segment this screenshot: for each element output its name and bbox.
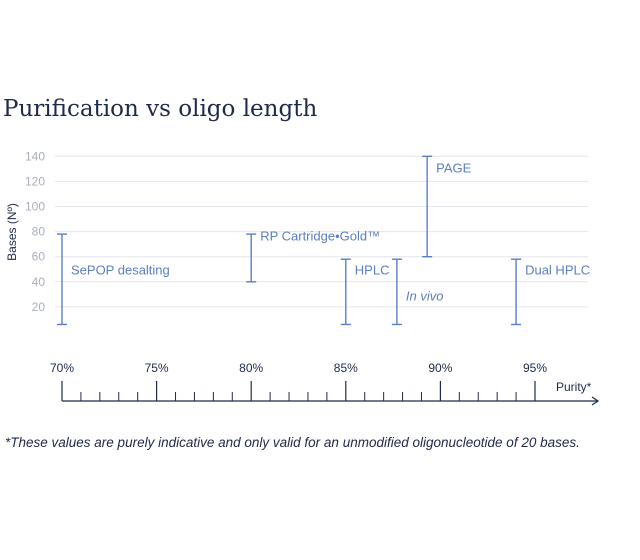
range-bar: Dual HPLC [511, 258, 590, 326]
range-label: RP Cartridge•Gold™ [260, 228, 380, 243]
y-tick-label: 80 [32, 225, 46, 239]
grid-lines [55, 155, 588, 308]
range-label: HPLC [355, 262, 390, 277]
x-tick-label: 75% [145, 361, 169, 375]
x-axis: 70% 75% 80% 85% 90% 95% [50, 361, 600, 406]
range-bar: SePOP desalting [57, 233, 170, 326]
y-tick-label: 140 [25, 149, 45, 163]
purity-ranges: SePOP desalting RP Cartridge•Gold™ HPLC In … [57, 155, 590, 326]
footnote: *These values are purely indicative and … [5, 435, 580, 450]
range-bar: HPLC [340, 258, 390, 326]
x-axis-arrow [591, 396, 600, 406]
y-tick-label: 100 [25, 200, 45, 214]
range-bar: PAGE [422, 155, 472, 258]
y-tick-label: 120 [25, 174, 45, 188]
range-label: In vivo [406, 289, 444, 304]
range-label: PAGE [436, 160, 471, 175]
y-tick-label: 20 [32, 300, 46, 314]
x-axis-label: Purity* [556, 380, 592, 394]
x-tick-label: 90% [428, 361, 452, 375]
x-tick-label: 70% [50, 361, 74, 375]
range-bar: RP Cartridge•Gold™ [246, 228, 380, 283]
chart-title: Purification vs oligo length [3, 96, 318, 122]
range-bar: In vivo [391, 258, 444, 326]
y-tick-label: 40 [32, 275, 46, 289]
range-label: Dual HPLC [525, 262, 590, 277]
range-label: SePOP desalting [71, 262, 170, 277]
y-tick-labels: 20 40 60 80 100 120 140 [25, 149, 45, 314]
y-tick-label: 60 [32, 250, 46, 264]
x-tick-label: 80% [239, 361, 263, 375]
x-tick-label: 95% [523, 361, 547, 375]
x-tick-label: 85% [334, 361, 358, 375]
y-axis-label: Bases (Nº) [5, 203, 19, 261]
